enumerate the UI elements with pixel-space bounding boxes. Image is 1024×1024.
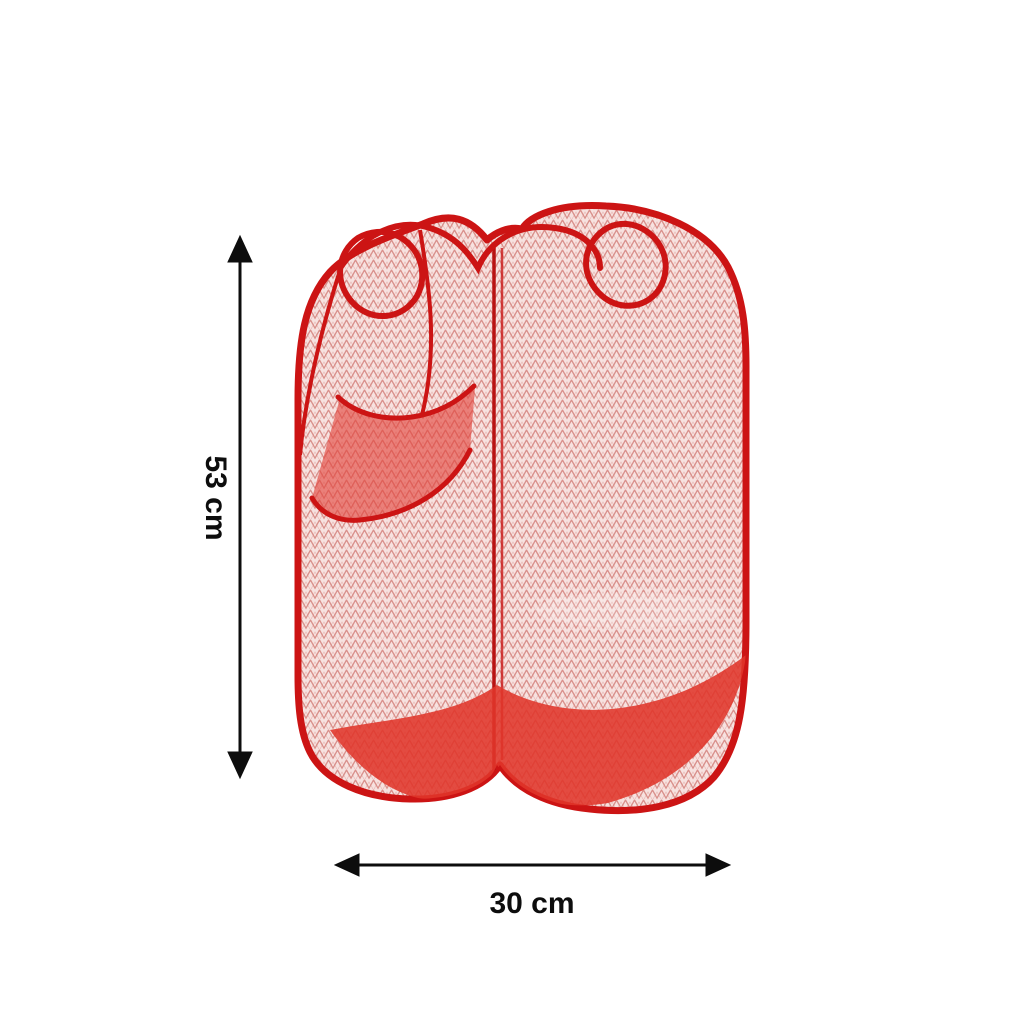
- svg-text:30 cm: 30 cm: [489, 887, 574, 920]
- svg-text:53 cm: 53 cm: [199, 455, 232, 540]
